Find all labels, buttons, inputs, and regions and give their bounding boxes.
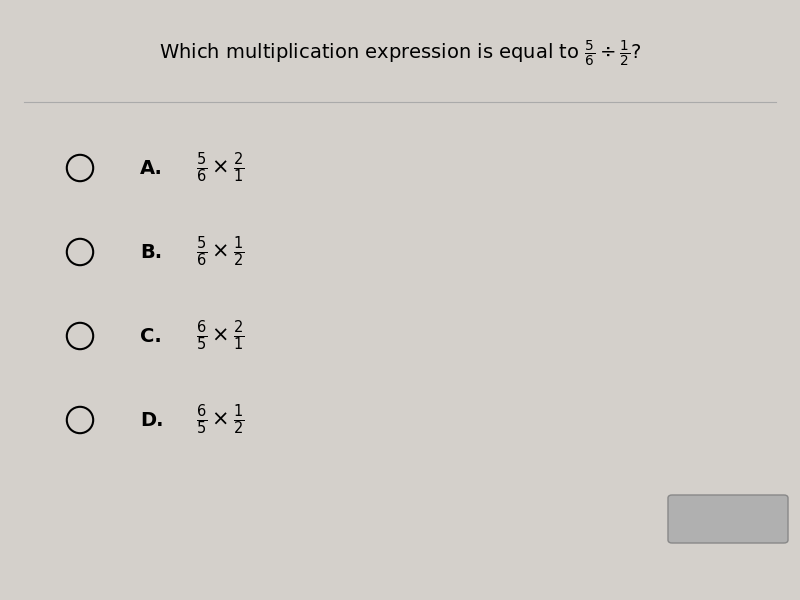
- Text: SUBMIT: SUBMIT: [695, 511, 761, 527]
- Text: Which multiplication expression is equal to $\frac{5}{6} \div \frac{1}{2}$?: Which multiplication expression is equal…: [158, 39, 642, 69]
- Text: $\frac{6}{5} \times \frac{2}{1}$: $\frac{6}{5} \times \frac{2}{1}$: [196, 319, 245, 353]
- Text: D.: D.: [140, 410, 163, 430]
- Text: $\frac{6}{5} \times \frac{1}{2}$: $\frac{6}{5} \times \frac{1}{2}$: [196, 403, 245, 437]
- Text: A.: A.: [140, 158, 163, 178]
- Text: $\frac{5}{6} \times \frac{1}{2}$: $\frac{5}{6} \times \frac{1}{2}$: [196, 235, 245, 269]
- Text: $\frac{5}{6} \times \frac{2}{1}$: $\frac{5}{6} \times \frac{2}{1}$: [196, 151, 245, 185]
- Text: C.: C.: [140, 326, 162, 346]
- Text: B.: B.: [140, 242, 162, 262]
- FancyBboxPatch shape: [668, 495, 788, 543]
